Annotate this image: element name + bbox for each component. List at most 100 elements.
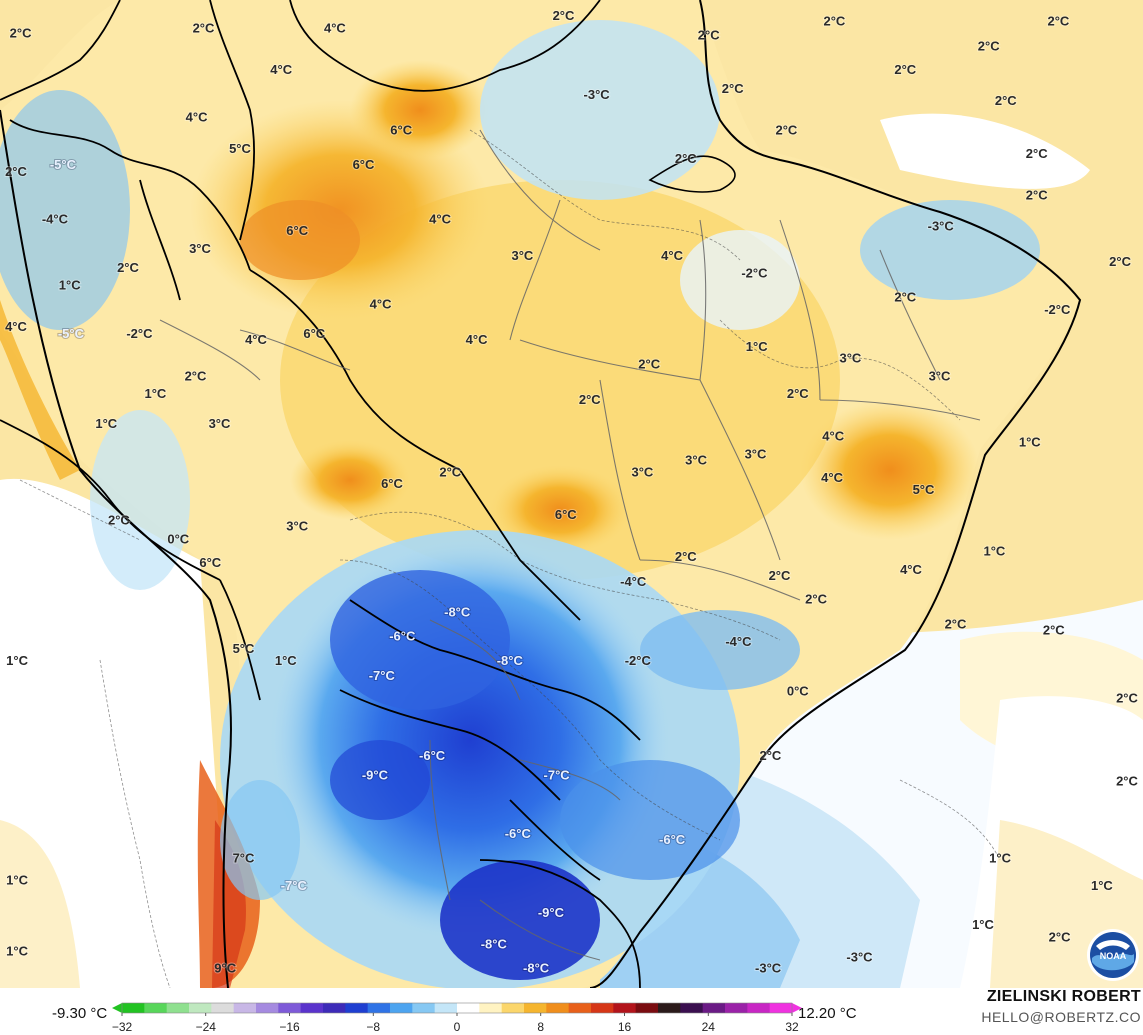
continent-land	[0, 20, 1040, 988]
map-label-13: 2°C	[775, 122, 797, 137]
map-label-16: 5°C	[229, 141, 251, 156]
colorbar-cell-27	[725, 1003, 748, 1013]
map-label-7: 2°C	[978, 38, 1000, 53]
colorbar-tick-label-6: 16	[618, 1020, 632, 1033]
colorbar-cell-8	[300, 1003, 324, 1013]
map-label-56: 3°C	[745, 447, 767, 462]
map-label-22: 2°C	[1026, 188, 1048, 203]
map-label-69: 2°C	[769, 568, 791, 583]
map-label-14: 4°C	[186, 110, 208, 125]
map-label-89: -7°C	[544, 768, 571, 783]
map-label-59: 4°C	[821, 470, 843, 485]
colorbar-cell-5	[233, 1003, 257, 1013]
colorbar-cell-0	[122, 1003, 145, 1013]
colorbar-tick-label-8: 32	[785, 1020, 799, 1033]
map-label-78: 5°C	[233, 641, 255, 656]
colorbar-cell-28	[747, 1003, 771, 1013]
map-label-18: 2°C	[1026, 146, 1048, 161]
map-label-73: -8°C	[444, 605, 471, 620]
colorbar-cell-22	[613, 1003, 637, 1013]
map-label-90: 2°C	[1116, 774, 1138, 789]
map-label-36: -2°C	[1044, 302, 1071, 317]
map-label-106: -3°C	[846, 949, 873, 964]
map-label-38: -2°C	[126, 326, 153, 341]
map-label-26: 6°C	[286, 223, 308, 238]
map-label-35: 4°C	[370, 296, 392, 311]
map-label-94: 1°C	[989, 851, 1011, 866]
map-label-81: 1°C	[6, 653, 28, 668]
map-label-97: 1°C	[1091, 878, 1113, 893]
map-label-30: 2°C	[117, 260, 139, 275]
map-label-76: -6°C	[389, 628, 416, 643]
colorbar-cell-1	[144, 1003, 168, 1013]
colorbar-cell-3	[189, 1003, 212, 1013]
map-label-92: -6°C	[659, 832, 686, 847]
map-label-29: 4°C	[661, 248, 683, 263]
max-temperature-label: 12.20 °C	[798, 1005, 857, 1022]
colorbar-tick-label-7: 24	[702, 1020, 716, 1033]
map-label-5: 2°C	[823, 14, 845, 29]
colorbar-tick-label-4: 0	[454, 1020, 461, 1033]
map-label-75: 2°C	[1043, 622, 1065, 637]
colorbar-tick-label-5: 8	[537, 1020, 544, 1033]
colorbar-cell-21	[591, 1003, 614, 1013]
map-label-40: 6°C	[303, 326, 325, 341]
colorbar-cell-4	[211, 1003, 235, 1013]
colorbar-cell-19	[546, 1003, 570, 1013]
colorbar-cell-25	[680, 1003, 704, 1013]
map-label-62: 2°C	[108, 513, 130, 528]
colorbar-cell-24	[658, 1003, 681, 1013]
temperature-anomaly-map: 2°C 2°C 4°C 2°C 2°C 2°C 2°C 2°C 4°C 2°C -3°C 2°C 2°C…	[0, 0, 1143, 988]
colorbar-cell-18	[524, 1003, 547, 1013]
map-label-54: 1°C	[1019, 435, 1041, 450]
map-label-60: 6°C	[381, 476, 403, 491]
map-label-58: 3°C	[631, 464, 653, 479]
map-label-49: 2°C	[787, 386, 809, 401]
colorbar-cell-16	[479, 1003, 503, 1013]
map-label-66: 1°C	[983, 543, 1005, 558]
colorbar-max-arrow	[792, 1003, 802, 1013]
map-label-70: 4°C	[900, 562, 922, 577]
map-label-52: 3°C	[209, 416, 231, 431]
map-label-53: 4°C	[822, 429, 844, 444]
colorbar-cell-15	[457, 1003, 480, 1013]
map-label-23: -4°C	[42, 211, 69, 226]
colorbar-cell-7	[278, 1003, 302, 1013]
map-label-99: -8°C	[481, 937, 508, 952]
map-label-10: -3°C	[584, 87, 611, 102]
map-label-33: 1°C	[59, 278, 81, 293]
map-label-44: 3°C	[839, 351, 861, 366]
svg-text:NOAA: NOAA	[1100, 951, 1127, 961]
map-label-47: 3°C	[929, 368, 951, 383]
map-label-63: 6°C	[555, 507, 577, 522]
map-label-34: 2°C	[894, 289, 916, 304]
map-label-25: -3°C	[928, 218, 955, 233]
country-borders	[0, 0, 1082, 988]
map-label-64: 3°C	[286, 519, 308, 534]
map-label-98: -9°C	[538, 905, 565, 920]
map-label-37: -5°C	[58, 326, 85, 341]
colorbar-cell-29	[769, 1003, 793, 1013]
map-label-96: 1°C	[6, 872, 28, 887]
map-label-85: 2°C	[1116, 691, 1138, 706]
map-label-27: 3°C	[189, 241, 211, 256]
temperature-labels: 2°C 2°C 4°C 2°C 2°C 2°C 2°C 2°C 4°C 2°C -3°C 2°C 2°C…	[4, 7, 1139, 976]
min-temperature-label: -9.30 °C	[52, 1005, 108, 1022]
map-label-105: -3°C	[755, 960, 782, 975]
colorbar-cell-6	[256, 1003, 279, 1013]
colorbar-cell-14	[434, 1003, 458, 1013]
map-label-12: 2°C	[995, 93, 1017, 108]
map-label-15: 6°C	[390, 122, 412, 137]
credit-author: ZIELINSKI ROBERT	[986, 988, 1141, 1005]
map-label-93: 7°C	[233, 851, 255, 866]
map-label-84: 0°C	[787, 684, 809, 699]
map-label-67: 2°C	[675, 549, 697, 564]
map-label-86: -6°C	[419, 748, 446, 763]
map-label-32: 2°C	[1109, 254, 1131, 269]
colorbar-cell-9	[323, 1003, 346, 1013]
colorbar-cell-17	[501, 1003, 525, 1013]
map-label-82: 1°C	[275, 653, 297, 668]
map-label-87: 2°C	[759, 748, 781, 763]
colorbar-cell-13	[412, 1003, 436, 1013]
colorbar-cell-11	[367, 1003, 391, 1013]
